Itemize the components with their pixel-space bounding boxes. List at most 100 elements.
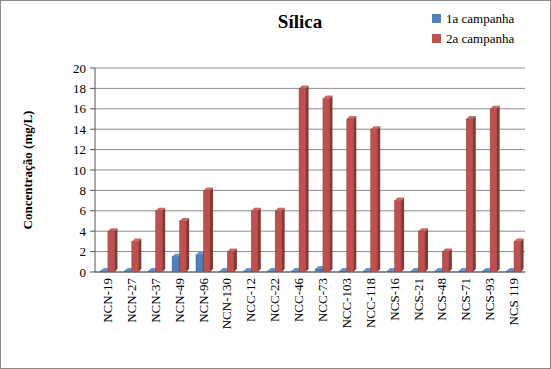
bar-side <box>401 198 404 272</box>
bar-top <box>251 208 261 211</box>
category-label: NCN-49 <box>172 278 187 323</box>
category-label: NCC-118 <box>363 278 378 328</box>
bars <box>100 85 523 272</box>
tick-mark <box>90 149 95 150</box>
tick-label: 18 <box>73 81 86 96</box>
legend-label: 2a campanha <box>446 31 514 46</box>
bar-side <box>282 208 285 272</box>
tick-mark <box>90 231 95 232</box>
bar-group <box>466 116 476 272</box>
grid-line <box>95 129 525 130</box>
category-label: NCN-37 <box>148 278 163 323</box>
tick-label: 0 <box>80 265 87 280</box>
bar <box>275 211 282 272</box>
bar-group <box>275 208 285 272</box>
bar <box>124 271 131 272</box>
category-label: NCS-71 <box>458 278 473 321</box>
legend-swatch <box>432 34 441 43</box>
bar <box>395 201 402 272</box>
bar-group <box>419 228 429 272</box>
tick-label: 12 <box>73 142 86 157</box>
bar <box>387 271 394 272</box>
bar <box>507 271 514 272</box>
bar-side <box>114 228 117 272</box>
bar-group <box>323 96 333 272</box>
bar <box>466 119 473 272</box>
category-label: NCN-27 <box>124 278 139 323</box>
bar <box>244 271 251 272</box>
bar-top <box>347 116 357 119</box>
tick-label: 20 <box>73 61 86 76</box>
bar-side <box>258 208 261 272</box>
category-label: NCS-48 <box>434 278 449 321</box>
chart: 02468101214161820NCN-19NCN-27NCN-37NCN-4… <box>0 0 551 369</box>
bar <box>132 241 139 272</box>
bar-side <box>329 96 332 272</box>
bar <box>442 252 449 272</box>
tick-mark <box>90 272 95 273</box>
bar-group <box>514 238 524 272</box>
bar-top <box>395 198 405 201</box>
bar-top <box>299 85 309 88</box>
bar-group <box>132 238 142 272</box>
bar <box>180 221 187 272</box>
bar <box>459 271 466 272</box>
tick-mark <box>90 129 95 130</box>
bar <box>292 271 299 272</box>
bar-side <box>210 187 213 272</box>
bar-group <box>227 249 237 272</box>
grid-line <box>95 108 525 109</box>
bar <box>196 255 203 272</box>
grid-line <box>95 88 525 89</box>
bar <box>483 271 490 272</box>
category-label: NCN-96 <box>196 278 211 323</box>
bar <box>435 271 442 272</box>
bar-side <box>521 238 524 272</box>
bar-group <box>108 228 118 272</box>
bar-top <box>442 249 452 252</box>
category-label: NCC-22 <box>267 278 282 322</box>
bar <box>323 99 330 272</box>
bar <box>339 271 346 272</box>
tick-mark <box>90 68 95 69</box>
category-label: NCC-12 <box>243 278 258 322</box>
tick-label: 10 <box>73 163 86 178</box>
bar-top <box>490 106 500 109</box>
bar-top <box>514 238 524 241</box>
legend-label: 1a campanha <box>446 11 514 26</box>
bar-side <box>162 208 165 272</box>
bar-side <box>234 249 237 272</box>
bar <box>299 88 306 272</box>
bar-top <box>180 218 190 221</box>
bar-group <box>442 249 452 272</box>
category-label: NCS-16 <box>387 278 402 321</box>
bar-top <box>275 208 285 211</box>
bar-group <box>180 218 190 272</box>
bar-top <box>323 96 333 99</box>
bar-side <box>377 126 380 272</box>
category-label: NCN-130 <box>219 278 234 329</box>
category-label: NCN-19 <box>100 278 115 323</box>
bar-top <box>108 228 118 231</box>
tick-label: 2 <box>80 244 87 259</box>
bar-group <box>156 208 166 272</box>
bar-group <box>204 187 214 272</box>
background <box>1 1 551 369</box>
category-label: NCS-93 <box>482 278 497 321</box>
bar-group <box>251 208 261 272</box>
bar <box>148 271 155 272</box>
category-label: NCC-73 <box>315 278 330 322</box>
bar-side <box>497 106 500 272</box>
bar-side <box>353 116 356 272</box>
tick-mark <box>90 210 95 211</box>
tick-label: 14 <box>73 122 87 137</box>
grid-line <box>95 68 525 69</box>
category-label: NCC-103 <box>339 278 354 329</box>
bar-side <box>186 218 189 272</box>
bar-group <box>371 126 381 272</box>
bar <box>220 271 227 272</box>
bar <box>419 231 426 272</box>
bar-side <box>425 228 428 272</box>
bar-side <box>138 238 141 272</box>
bar-group <box>490 106 500 272</box>
